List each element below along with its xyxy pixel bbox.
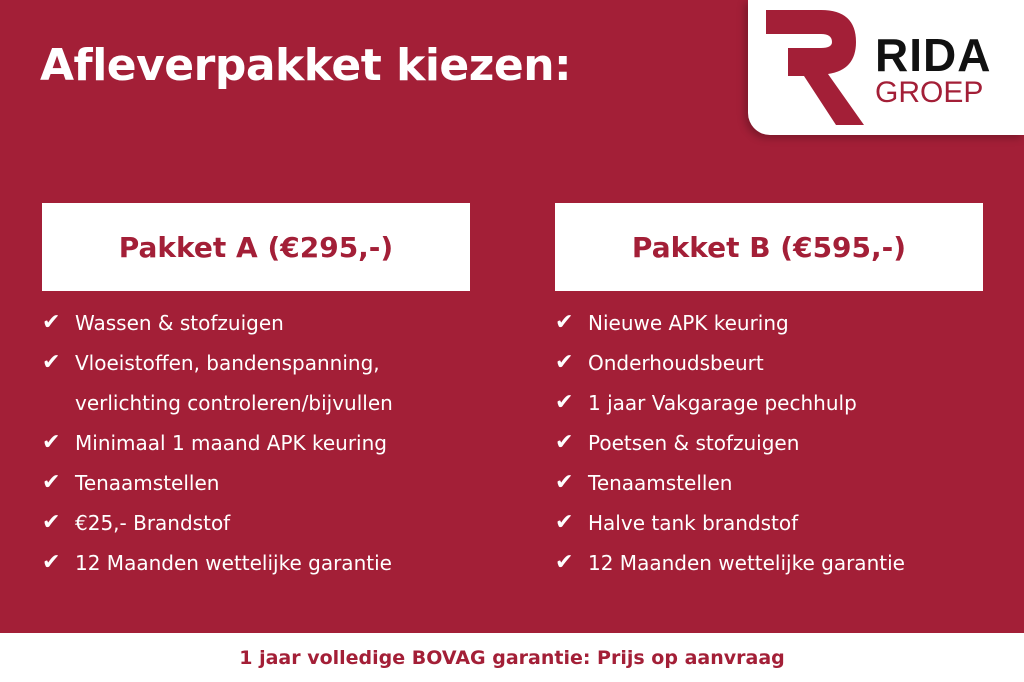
feature-item: ✔ Nieuwe APK keuring (555, 303, 983, 343)
package-a: Pakket A (€295,-) ✔ Wassen & stofzuigen ✔… (42, 203, 470, 583)
r-logo-mark-icon (766, 10, 864, 125)
package-b-features: ✔ Nieuwe APK keuring ✔ Onderhoudsbeurt ✔ 1 … (555, 303, 983, 583)
feature-item: ✔ 12 Maanden wettelijke garantie (555, 543, 983, 583)
feature-item: ✔ €25,- Brandstof (42, 503, 470, 543)
feature-item: ✔ Tenaamstellen (42, 463, 470, 503)
checkmark-icon: ✔ (42, 430, 61, 455)
feature-item: ✔ 12 Maanden wettelijke garantie (42, 543, 470, 583)
feature-item: ✔ Halve tank brandstof (555, 503, 983, 543)
footer-banner: 1 jaar volledige BOVAG garantie: Prijs o… (0, 633, 1024, 682)
checkmark-icon: ✔ (555, 470, 574, 495)
package-b-title: Pakket B (€595,-) (555, 203, 983, 291)
checkmark-icon: ✔ (42, 350, 61, 375)
package-a-features: ✔ Wassen & stofzuigen ✔ Vloeistoffen, band… (42, 303, 470, 583)
checkmark-icon: ✔ (42, 310, 61, 335)
checkmark-icon: ✔ (555, 390, 574, 415)
page-title: Afleverpakket kiezen: (40, 40, 572, 91)
package-a-title: Pakket A (€295,-) (42, 203, 470, 291)
rida-groep-logo: RIDA GROEP (748, 0, 1024, 135)
feature-item: ✔ Minimaal 1 maand APK keuring (42, 423, 470, 463)
checkmark-icon: ✔ (555, 350, 574, 375)
feature-item: ✔ Tenaamstellen (555, 463, 983, 503)
feature-item: ✔ 1 jaar Vakgarage pechhulp (555, 383, 983, 423)
checkmark-icon: ✔ (555, 430, 574, 455)
checkmark-icon: ✔ (42, 550, 61, 575)
feature-item: ✔ Wassen & stofzuigen (42, 303, 470, 343)
logo-name: RIDA (875, 29, 992, 81)
checkmark-icon: ✔ (555, 550, 574, 575)
package-b: Pakket B (€595,-) ✔ Nieuwe APK keuring ✔ O… (555, 203, 983, 583)
feature-item: ✔ Vloeistoffen, bandenspanning, (42, 343, 470, 383)
checkmark-icon: ✔ (42, 510, 61, 535)
checkmark-icon: ✔ (555, 310, 574, 335)
feature-item-continued: verlichting controleren/bijvullen (75, 391, 393, 415)
logo-subtitle: GROEP (875, 76, 984, 109)
feature-item: ✔ Poetsen & stofzuigen (555, 423, 983, 463)
feature-item: ✔ Onderhoudsbeurt (555, 343, 983, 383)
checkmark-icon: ✔ (555, 510, 574, 535)
checkmark-icon: ✔ (42, 470, 61, 495)
